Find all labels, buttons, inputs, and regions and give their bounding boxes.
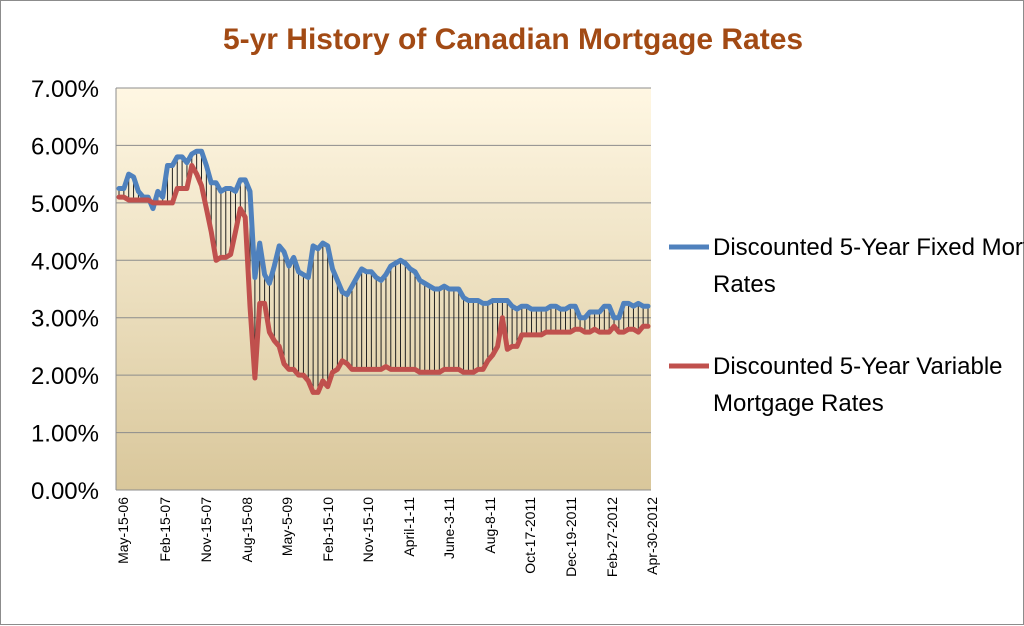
x-tick-label: Dec-19-2011 [563, 497, 579, 577]
x-tick-label: April-1-11 [401, 497, 417, 557]
x-tick-label: Oct-17-2011 [522, 497, 538, 574]
x-tick-label: Aug-8-11 [482, 497, 498, 554]
y-tick-label: 4.00% [31, 248, 99, 275]
plot-area [116, 88, 651, 490]
legend-label-variable: Discounted 5-Year Variable Mortgage Rate… [713, 353, 1009, 417]
y-tick-label: 6.00% [31, 133, 99, 160]
series-line-fixed [116, 148, 651, 321]
y-tick-label: 7.00% [31, 76, 99, 103]
x-tick-label: Nov-15-10 [360, 497, 376, 563]
x-tick-label: Apr-30-2012 [644, 497, 660, 575]
series-lines [116, 148, 651, 395]
x-tick-label: Feb-15-10 [320, 497, 336, 562]
series-line-variable [116, 163, 651, 395]
y-tick-label: 3.00% [31, 306, 99, 333]
y-tick-label: 5.00% [31, 191, 99, 218]
x-tick-label: Feb-27-2012 [604, 497, 620, 577]
x-axis-ticks: May-15-06 Feb-15-07 Nov-15-07 Aug-15-08 May-… [115, 497, 660, 577]
x-tick-label: May-15-06 [115, 497, 131, 564]
x-tick-label: Nov-15-07 [198, 497, 214, 563]
legend-label-fixed: Discounted 5-Year Fixed Mortgage Rates [713, 234, 1024, 298]
x-tick-label: Feb-15-07 [157, 497, 173, 562]
chart-title: 5-yr History of Canadian Mortgage Rates [223, 23, 803, 56]
x-tick-label: June-3-11 [441, 497, 457, 559]
y-axis-ticks: 0.00% 1.00% 2.00% 3.00% 4.00% 5.00% 6.00% 7.00% [31, 76, 99, 505]
y-tick-label: 1.00% [31, 421, 99, 448]
legend: Discounted 5-Year Fixed Mortgage Rates D… [669, 234, 1024, 417]
axes [115, 88, 651, 491]
y-tick-label: 0.00% [31, 478, 99, 505]
y-tick-label: 2.00% [31, 363, 99, 390]
x-tick-label: Aug-15-08 [239, 497, 255, 563]
x-tick-label: May-5-09 [279, 497, 295, 556]
